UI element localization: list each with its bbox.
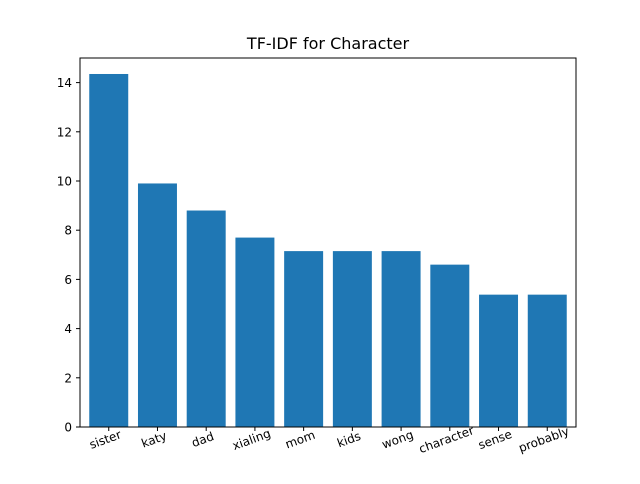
bar-katy xyxy=(137,183,177,427)
bar-dad xyxy=(186,210,226,427)
y-tick-label: 8 xyxy=(64,224,72,238)
bar-sense xyxy=(479,294,519,427)
y-tick-label: 4 xyxy=(64,322,72,336)
bar-character xyxy=(430,264,470,427)
y-tick-label: 10 xyxy=(57,175,72,189)
bar-mom xyxy=(284,251,324,427)
bar-xialing xyxy=(235,237,275,427)
y-tick-label: 6 xyxy=(64,273,72,287)
bar-probably xyxy=(527,294,567,427)
bar-wong xyxy=(381,251,421,427)
bar-sister xyxy=(89,73,129,428)
y-tick-label: 0 xyxy=(64,421,72,435)
axes-layer xyxy=(79,57,577,428)
bar-kids xyxy=(332,251,372,427)
plot-frame xyxy=(79,57,577,428)
y-tick-label: 14 xyxy=(57,76,72,90)
y-tick-label: 2 xyxy=(64,371,72,385)
y-tick-label: 12 xyxy=(57,125,72,139)
bars-layer xyxy=(89,73,567,428)
chart-title: TF-IDF for Character xyxy=(246,34,410,53)
